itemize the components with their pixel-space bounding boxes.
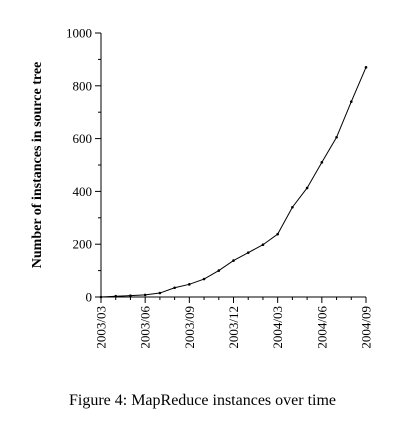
y-ticks: 0 200 400 600 800 1000 (66, 26, 101, 305)
y-tick-label: 200 (73, 237, 93, 252)
x-tick-label: 2004/06 (314, 306, 329, 349)
data-point (335, 135, 338, 139)
x-tick-label: 2003/09 (182, 306, 197, 349)
data-point (364, 66, 368, 69)
data-point (305, 186, 309, 190)
data-point (188, 283, 191, 286)
series-points (99, 66, 368, 299)
data-point (320, 161, 324, 164)
x-tick-label: 2003/03 (94, 306, 109, 349)
x-tick-label: 2003/12 (226, 306, 241, 349)
x-tick-label: 2004/09 (359, 306, 374, 349)
data-point (276, 232, 279, 236)
data-point (261, 243, 265, 247)
y-tick-label: 0 (86, 290, 93, 305)
data-point (129, 294, 132, 297)
data-point (99, 295, 103, 299)
x-ticks: 2003/03 2003/06 2003/09 2003/12 2004/03 2004/… (94, 297, 374, 349)
y-axis-label: Number of instances in source tree (30, 62, 45, 268)
data-point (158, 291, 162, 295)
y-tick-label: 400 (73, 184, 93, 199)
x-tick-label: 2003/06 (138, 306, 153, 349)
figure-caption: Figure 4: MapReduce instances over time (68, 392, 337, 409)
data-point (173, 286, 176, 290)
data-point (349, 100, 353, 103)
data-point (114, 294, 118, 298)
data-point (202, 277, 206, 281)
data-point (246, 251, 250, 254)
x-tick-label: 2004/03 (270, 306, 285, 349)
data-point (291, 205, 294, 209)
y-tick-label: 800 (73, 78, 93, 93)
data-point (217, 269, 221, 272)
y-tick-label: 1000 (66, 26, 92, 41)
data-point (143, 293, 147, 297)
series-line (100, 67, 367, 298)
data-point (232, 259, 235, 262)
y-tick-label: 600 (73, 131, 93, 146)
